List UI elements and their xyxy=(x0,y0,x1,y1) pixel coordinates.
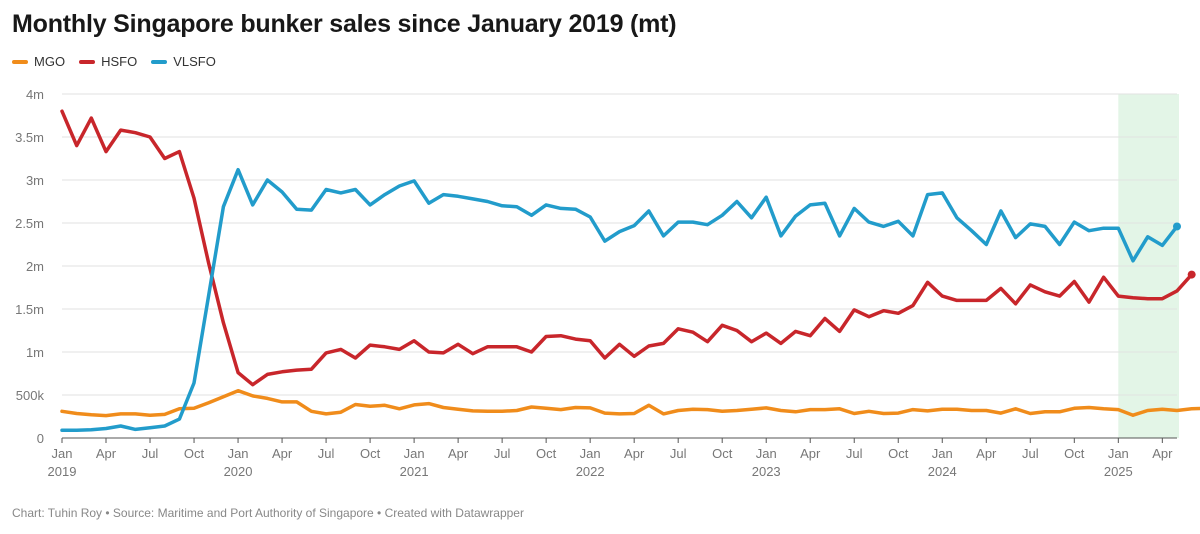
x-tick-label-20: Jan xyxy=(932,446,953,461)
series-line-hsfo xyxy=(60,109,1194,387)
y-tick-label-1: 500k xyxy=(16,388,45,403)
series-line-mgo xyxy=(60,388,1200,418)
x-tick-label-23: Oct xyxy=(1064,446,1085,461)
legend-item-mgo: MGO xyxy=(12,54,65,69)
x-tick-label-9: Apr xyxy=(448,446,469,461)
x-tick-label-13: Apr xyxy=(624,446,645,461)
legend-swatch-hsfo xyxy=(79,59,96,64)
x-tick-label-11: Oct xyxy=(536,446,557,461)
series-endpoint-hsfo xyxy=(1187,270,1196,279)
x-tick-label-10: Jul xyxy=(494,446,511,461)
y-tick-label-3: 1.5m xyxy=(15,302,44,317)
x-tick-label-24: Jan xyxy=(1108,446,1129,461)
x-tick-label-4: Jan xyxy=(228,446,249,461)
y-tick-label-0: 0 xyxy=(37,431,44,446)
legend: MGO HSFO VLSFO xyxy=(12,54,216,69)
x-tick-label-3: Oct xyxy=(184,446,205,461)
y-tick-label-8: 4m xyxy=(26,87,44,102)
x-tick-year-20: 2024 xyxy=(928,464,957,479)
x-tick-label-12: Jan xyxy=(580,446,601,461)
x-tick-year-12: 2022 xyxy=(576,464,605,479)
chart-title: Monthly Singapore bunker sales since Jan… xyxy=(12,10,677,38)
y-tick-label-5: 2.5m xyxy=(15,216,44,231)
y-tick-label-2: 1m xyxy=(26,345,44,360)
y-tick-label-6: 3m xyxy=(26,173,44,188)
legend-item-hsfo: HSFO xyxy=(79,54,137,69)
x-tick-label-0: Jan xyxy=(52,446,73,461)
x-tick-year-24: 2025 xyxy=(1104,464,1133,479)
legend-label-vlsfo: VLSFO xyxy=(173,54,216,69)
series-line-vlsfo xyxy=(60,167,1179,433)
x-tick-label-18: Jul xyxy=(846,446,863,461)
x-tick-year-16: 2023 xyxy=(752,464,781,479)
x-tick-label-14: Jul xyxy=(670,446,687,461)
x-tick-label-6: Jul xyxy=(318,446,335,461)
chart-footer: Chart: Tuhin Roy • Source: Maritime and … xyxy=(12,506,524,520)
legend-swatch-vlsfo xyxy=(151,59,168,64)
x-tick-label-16: Jan xyxy=(756,446,777,461)
x-tick-label-22: Jul xyxy=(1022,446,1039,461)
x-tick-label-5: Apr xyxy=(272,446,293,461)
x-tick-label-17: Apr xyxy=(800,446,821,461)
legend-swatch-mgo xyxy=(12,59,28,64)
x-tick-label-7: Oct xyxy=(360,446,381,461)
line-chart: 0 500k 1m 1.5m 2m 2.5m 3m 3.5m 4m Jan 2019 Apr Jul Oc… xyxy=(15,87,1200,479)
y-tick-label-7: 3.5m xyxy=(15,130,44,145)
legend-item-vlsfo: VLSFO xyxy=(151,54,216,69)
x-tick-label-19: Oct xyxy=(888,446,909,461)
x-tick-label-25: Apr xyxy=(1152,446,1173,461)
x-tick-year-0: 2019 xyxy=(48,464,77,479)
legend-label-hsfo: HSFO xyxy=(101,54,138,69)
x-tick-year-8: 2021 xyxy=(400,464,429,479)
x-tick-year-4: 2020 xyxy=(224,464,253,479)
x-tick-label-2: Jul xyxy=(142,446,159,461)
legend-label-mgo: MGO xyxy=(34,54,66,69)
x-tick-label-8: Jan xyxy=(404,446,425,461)
x-tick-label-21: Apr xyxy=(976,446,997,461)
y-tick-label-4: 2m xyxy=(26,259,44,274)
x-tick-label-1: Apr xyxy=(96,446,117,461)
x-tick-label-15: Oct xyxy=(712,446,733,461)
series-endpoint-vlsfo xyxy=(1173,222,1181,231)
